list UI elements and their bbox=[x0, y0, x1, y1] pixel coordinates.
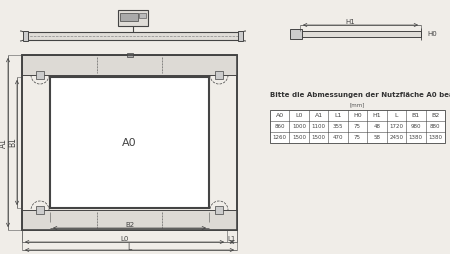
Bar bbox=[290, 29, 302, 39]
Text: B2: B2 bbox=[125, 222, 134, 228]
Text: 48: 48 bbox=[374, 124, 380, 129]
Bar bbox=[22, 55, 237, 230]
Bar bbox=[50, 77, 209, 208]
Text: 75: 75 bbox=[354, 124, 361, 129]
Text: H0: H0 bbox=[427, 31, 437, 37]
Text: 1380: 1380 bbox=[409, 135, 423, 140]
Bar bbox=[23, 31, 28, 41]
Bar bbox=[120, 13, 138, 21]
Bar bbox=[118, 10, 148, 26]
Bar bbox=[270, 110, 445, 143]
Text: H1: H1 bbox=[373, 113, 381, 118]
Text: L0: L0 bbox=[296, 113, 303, 118]
Text: B1: B1 bbox=[412, 113, 420, 118]
Text: 1380: 1380 bbox=[428, 135, 442, 140]
Text: L1: L1 bbox=[228, 236, 236, 242]
Text: A0: A0 bbox=[122, 137, 137, 148]
Text: B2: B2 bbox=[431, 113, 439, 118]
Text: L: L bbox=[127, 243, 131, 251]
Text: Bitte die Abmessungen der Nutzfläche A0 beachten: Bitte die Abmessungen der Nutzfläche A0 … bbox=[270, 92, 450, 98]
Text: 58: 58 bbox=[374, 135, 380, 140]
Bar bbox=[36, 206, 44, 214]
Text: L: L bbox=[395, 113, 398, 118]
Bar bbox=[36, 71, 44, 79]
Bar bbox=[215, 206, 223, 214]
Text: 1260: 1260 bbox=[273, 135, 287, 140]
Text: 980: 980 bbox=[410, 124, 421, 129]
Text: L0: L0 bbox=[120, 236, 129, 242]
Text: [mm]: [mm] bbox=[350, 103, 365, 107]
Text: 1720: 1720 bbox=[389, 124, 403, 129]
Text: B1: B1 bbox=[9, 138, 18, 147]
Text: 470: 470 bbox=[333, 135, 343, 140]
Bar bbox=[22, 210, 237, 230]
Text: 860: 860 bbox=[274, 124, 285, 129]
Bar bbox=[22, 55, 237, 75]
Text: A1: A1 bbox=[0, 137, 8, 148]
Text: 1500: 1500 bbox=[292, 135, 306, 140]
Bar bbox=[139, 13, 146, 18]
Text: 1100: 1100 bbox=[311, 124, 326, 129]
Text: A1: A1 bbox=[315, 113, 323, 118]
Text: 355: 355 bbox=[333, 124, 343, 129]
Bar bbox=[126, 53, 132, 57]
Text: 2450: 2450 bbox=[389, 135, 403, 140]
Bar bbox=[215, 71, 223, 79]
Text: 75: 75 bbox=[354, 135, 361, 140]
Text: 1000: 1000 bbox=[292, 124, 306, 129]
Text: A0: A0 bbox=[276, 113, 284, 118]
Text: 1500: 1500 bbox=[311, 135, 326, 140]
Bar bbox=[22, 55, 237, 230]
Bar bbox=[300, 31, 421, 37]
Text: H0: H0 bbox=[353, 113, 362, 118]
Text: 880: 880 bbox=[430, 124, 441, 129]
Text: L1: L1 bbox=[334, 113, 342, 118]
Bar bbox=[26, 32, 240, 40]
Text: H1: H1 bbox=[346, 19, 356, 25]
Bar bbox=[238, 31, 243, 41]
